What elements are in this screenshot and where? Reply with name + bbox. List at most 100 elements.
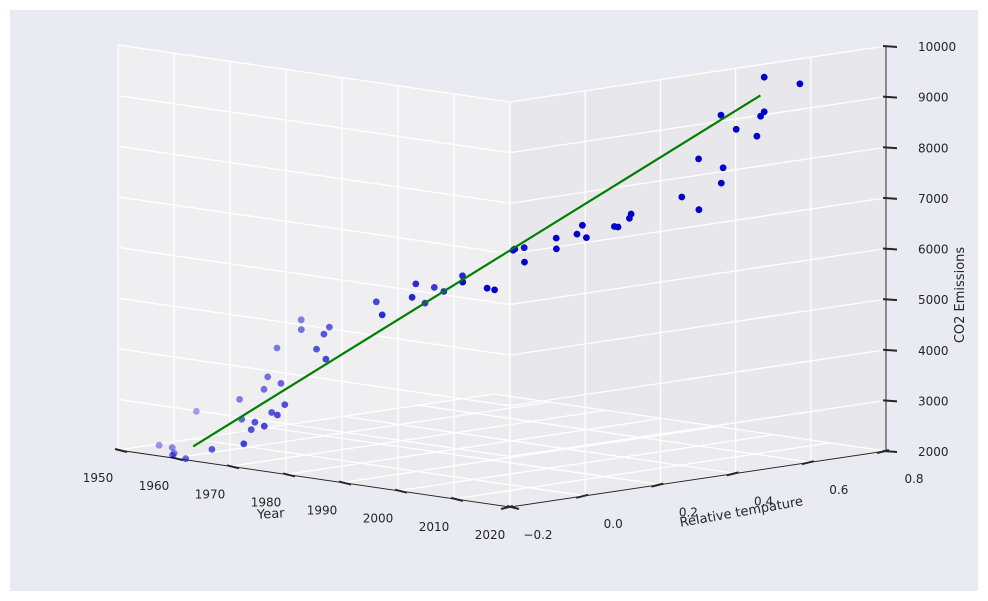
grid-line-y [268, 426, 661, 486]
x-tick-label: 2000 [363, 512, 394, 526]
data-point [583, 234, 590, 242]
z-tick [882, 196, 898, 200]
grid-line-z [117, 398, 511, 458]
data-point [169, 451, 176, 459]
grid-line-z [509, 95, 887, 154]
x-tick-label: 1960 [139, 479, 170, 493]
grid-line-x [397, 434, 775, 492]
data-point [695, 206, 703, 214]
grid-line-z [509, 399, 887, 458]
x-tick [226, 464, 240, 470]
y-tick [575, 493, 589, 499]
grid-line-z [509, 197, 887, 255]
data-point [796, 80, 804, 88]
y-tick-label: 0.6 [829, 483, 848, 497]
data-point [378, 311, 386, 319]
z-tick-label: 3000 [918, 394, 949, 408]
grid-line-y [193, 438, 586, 497]
grid-line-z [509, 45, 887, 103]
grid-line-x [341, 425, 719, 484]
y-tick-label: 0.0 [604, 517, 623, 531]
data-point [281, 401, 289, 408]
data-point [483, 284, 491, 292]
grid-line-z [509, 298, 887, 356]
grid-line-z [117, 94, 511, 154]
data-point [732, 125, 740, 133]
y-tick-label: −0.2 [523, 528, 552, 542]
x-tick-label: 1980 [251, 495, 282, 509]
trend-line [192, 94, 761, 448]
grid-line-y [418, 404, 811, 463]
data-point [521, 258, 528, 266]
data-point [240, 440, 248, 448]
data-point [297, 316, 305, 324]
x-tick [114, 448, 128, 453]
grid-line-z [117, 145, 511, 204]
data-point [168, 444, 176, 451]
data-point [678, 193, 686, 201]
grid-line-x [285, 417, 663, 476]
grid-line-x [173, 401, 551, 459]
data-point [552, 234, 560, 242]
grid-line-y [493, 393, 887, 452]
z-tick [882, 298, 898, 302]
grid-line-x [117, 393, 495, 451]
data-point [322, 355, 330, 363]
data-point [182, 455, 190, 463]
data-point [313, 345, 320, 353]
data-point [170, 449, 178, 457]
z-tick [882, 95, 898, 99]
y-tick [651, 482, 664, 488]
data-point [326, 323, 333, 331]
z-tick [882, 247, 898, 251]
data-point [719, 164, 727, 172]
x-tick-label: 2020 [475, 528, 506, 542]
grid-line-z [509, 247, 887, 306]
data-point [247, 426, 255, 433]
data-point [372, 298, 380, 306]
x-tick-label: 2010 [419, 520, 450, 534]
data-point [717, 111, 725, 119]
y-tick-label: 0.2 [679, 506, 698, 520]
data-point [236, 396, 244, 403]
grid-line-z [117, 44, 511, 103]
z-tick [882, 348, 898, 352]
y-tick [500, 505, 514, 510]
grid-line-x [453, 442, 831, 500]
data-point [260, 422, 268, 430]
grid-line-z [117, 348, 511, 407]
axis-ticks: 1950 1960 1970 1980 1990 2000 2010 2020 −0.2 0.0 0… [83, 40, 956, 542]
z-tick [882, 399, 898, 403]
data-point [268, 409, 276, 416]
data-point [760, 73, 768, 81]
data-point [412, 280, 420, 288]
x-tick [394, 488, 408, 494]
y-tick [801, 460, 815, 466]
y-tick-label: 0.8 [904, 472, 923, 486]
z-tick [882, 146, 898, 150]
data-point [430, 284, 438, 291]
data-point [260, 385, 268, 393]
data-point [717, 179, 725, 187]
grid-line-z [509, 146, 887, 204]
grid-line-z [117, 196, 511, 255]
data-point [573, 230, 581, 238]
grid-line-z [117, 297, 511, 356]
grid-line-y [343, 415, 736, 475]
data-point [408, 293, 416, 301]
data-point [320, 330, 328, 338]
z-tick-label: 8000 [918, 141, 949, 155]
data-point [579, 221, 586, 229]
grid-line-z [509, 349, 887, 407]
grid-line-z [117, 246, 511, 306]
data-point [155, 441, 163, 449]
data-point [251, 418, 259, 426]
x-tick-label: 1970 [195, 487, 226, 501]
z-tick-label: 10000 [918, 40, 956, 54]
x-tick-label: 1950 [83, 471, 114, 485]
z-tick-label: 6000 [918, 243, 949, 257]
data-point [193, 407, 200, 415]
data-point [753, 132, 761, 140]
y-tick [726, 471, 739, 477]
